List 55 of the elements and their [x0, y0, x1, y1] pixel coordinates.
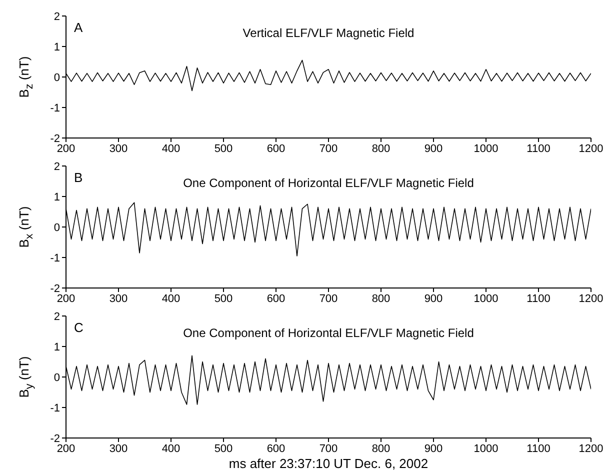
y-tick-label: 2	[54, 160, 60, 173]
x-tick-label: 600	[266, 142, 286, 155]
x-tick-label: 1200	[578, 442, 604, 455]
x-tick-label: 1200	[578, 292, 604, 305]
x-tick-label: 1100	[526, 292, 550, 305]
x-tick-label: 500	[214, 142, 233, 155]
x-tick-label: 800	[372, 142, 390, 155]
y-tick-label: 1	[54, 341, 60, 354]
text: Vertical ELF/VLF Magnetic Field	[242, 26, 414, 40]
x-tick-label: 900	[424, 292, 443, 305]
y-tick-label: -1	[50, 102, 60, 114]
x-tick-label: 900	[424, 442, 443, 455]
annotation: B	[74, 170, 83, 185]
x-tick-label: 200	[56, 442, 76, 455]
text: One Component of Horizontal ELF/VLF Magnetic Field	[183, 176, 474, 190]
y-tick-label: -1	[50, 252, 60, 264]
x-tick-label: 1000	[474, 142, 498, 155]
annotation: C	[74, 320, 84, 335]
x-tick-label: 200	[56, 142, 76, 155]
x-tick-label: 1200	[578, 142, 604, 155]
x-tick-label: 300	[109, 292, 128, 305]
x-tick-label: 1100	[526, 142, 550, 155]
x-tick-label: 900	[424, 142, 443, 155]
y-tick-label: 1	[54, 41, 60, 54]
x-tick-label: 500	[214, 292, 233, 305]
y-tick-label: 0	[54, 72, 60, 84]
y-tick-label: 2	[54, 10, 60, 23]
text: One Component of Horizontal ELF/VLF Magnetic Field	[183, 326, 474, 340]
x-tick-label: 1000	[474, 442, 498, 455]
y-tick-label: -2	[50, 282, 60, 295]
x-tick-label: 600	[266, 442, 286, 455]
y-tick-label: -2	[50, 432, 60, 445]
x-tick-label: 400	[162, 292, 180, 305]
x-tick-label: 700	[319, 142, 338, 155]
x-tick-label: 1100	[526, 442, 550, 455]
x-tick-label: 700	[319, 292, 338, 305]
x-tick-label: 800	[372, 442, 390, 455]
x-tick-label: 700	[319, 442, 338, 455]
y-tick-label: 1	[54, 191, 60, 204]
y-tick-label: -2	[50, 132, 60, 145]
x-tick-label: 400	[162, 442, 180, 455]
x-tick-label: 600	[266, 292, 286, 305]
annotation: A	[74, 20, 83, 35]
y-tick-label: 0	[54, 222, 60, 234]
x-tick-label: 800	[372, 292, 390, 305]
x-tick-label: 200	[56, 292, 76, 305]
y-tick-label: 0	[54, 372, 60, 384]
y-tick-label: 2	[54, 310, 60, 323]
x-tick-label: 300	[109, 142, 128, 155]
y-tick-label: -1	[50, 402, 60, 414]
x-tick-label: 300	[109, 442, 128, 455]
x-tick-label: 1000	[474, 292, 498, 305]
x-axis-title: ms after 23:37:10 UT Dec. 6, 2002	[228, 456, 430, 471]
x-tick-label: 400	[162, 142, 180, 155]
x-tick-label: 500	[214, 442, 233, 455]
